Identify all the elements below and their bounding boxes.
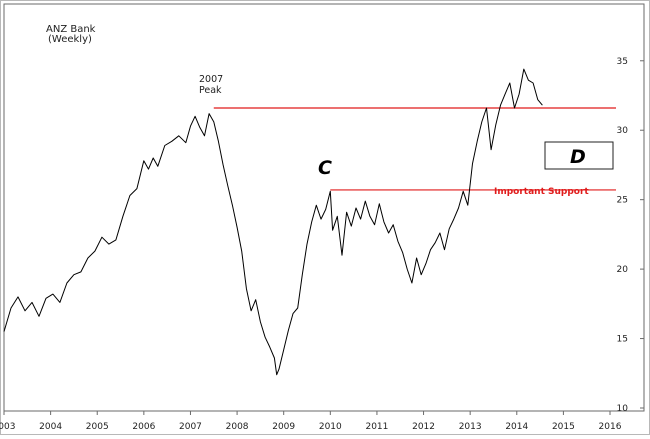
x-tick-label: 2013 — [459, 422, 482, 432]
y-tick-label: 35 — [617, 57, 628, 67]
x-tick-label: 2007 — [179, 422, 202, 432]
x-axis: 2003 2004 2005 2006 2007 2008 2009 2010 2011 2012… — [0, 411, 622, 432]
peak-label-word: Peak — [199, 85, 222, 96]
x-tick-label: 2003 — [0, 422, 15, 432]
wave-d-box — [544, 141, 614, 170]
chart-subtitle: (Weekly) — [48, 34, 92, 45]
x-tick-label: 2016 — [599, 422, 622, 432]
support-label: Important Support — [494, 187, 589, 197]
y-tick-label: 30 — [617, 126, 629, 136]
peak-label-year: 2007 — [199, 74, 223, 85]
chart-title: ANZ Bank — [46, 24, 96, 35]
x-tick-label: 2010 — [319, 422, 342, 432]
plot-area-border — [3, 3, 645, 412]
x-tick-label: 2012 — [412, 422, 435, 432]
price-series — [3, 68, 543, 376]
x-tick-label: 2009 — [272, 422, 295, 432]
y-tick-label: 10 — [617, 404, 629, 414]
wave-c-label: C — [318, 157, 332, 179]
series-line — [3, 68, 543, 376]
y-tick-label: 20 — [617, 265, 629, 275]
x-tick-label: 2014 — [505, 422, 528, 432]
wave-d-label: D — [570, 146, 586, 168]
x-tick-label: 2015 — [552, 422, 575, 432]
x-tick-label: 2004 — [39, 422, 62, 432]
x-tick-label: 2006 — [132, 422, 155, 432]
x-tick-label: 2011 — [365, 422, 388, 432]
reference-lines — [213, 107, 616, 191]
y-tick-label: 25 — [617, 196, 628, 206]
y-tick-label: 15 — [617, 335, 628, 345]
x-tick-label: 2005 — [86, 422, 109, 432]
x-tick-label: 2008 — [226, 422, 249, 432]
y-axis: 10 15 20 25 30 35 — [617, 57, 644, 414]
